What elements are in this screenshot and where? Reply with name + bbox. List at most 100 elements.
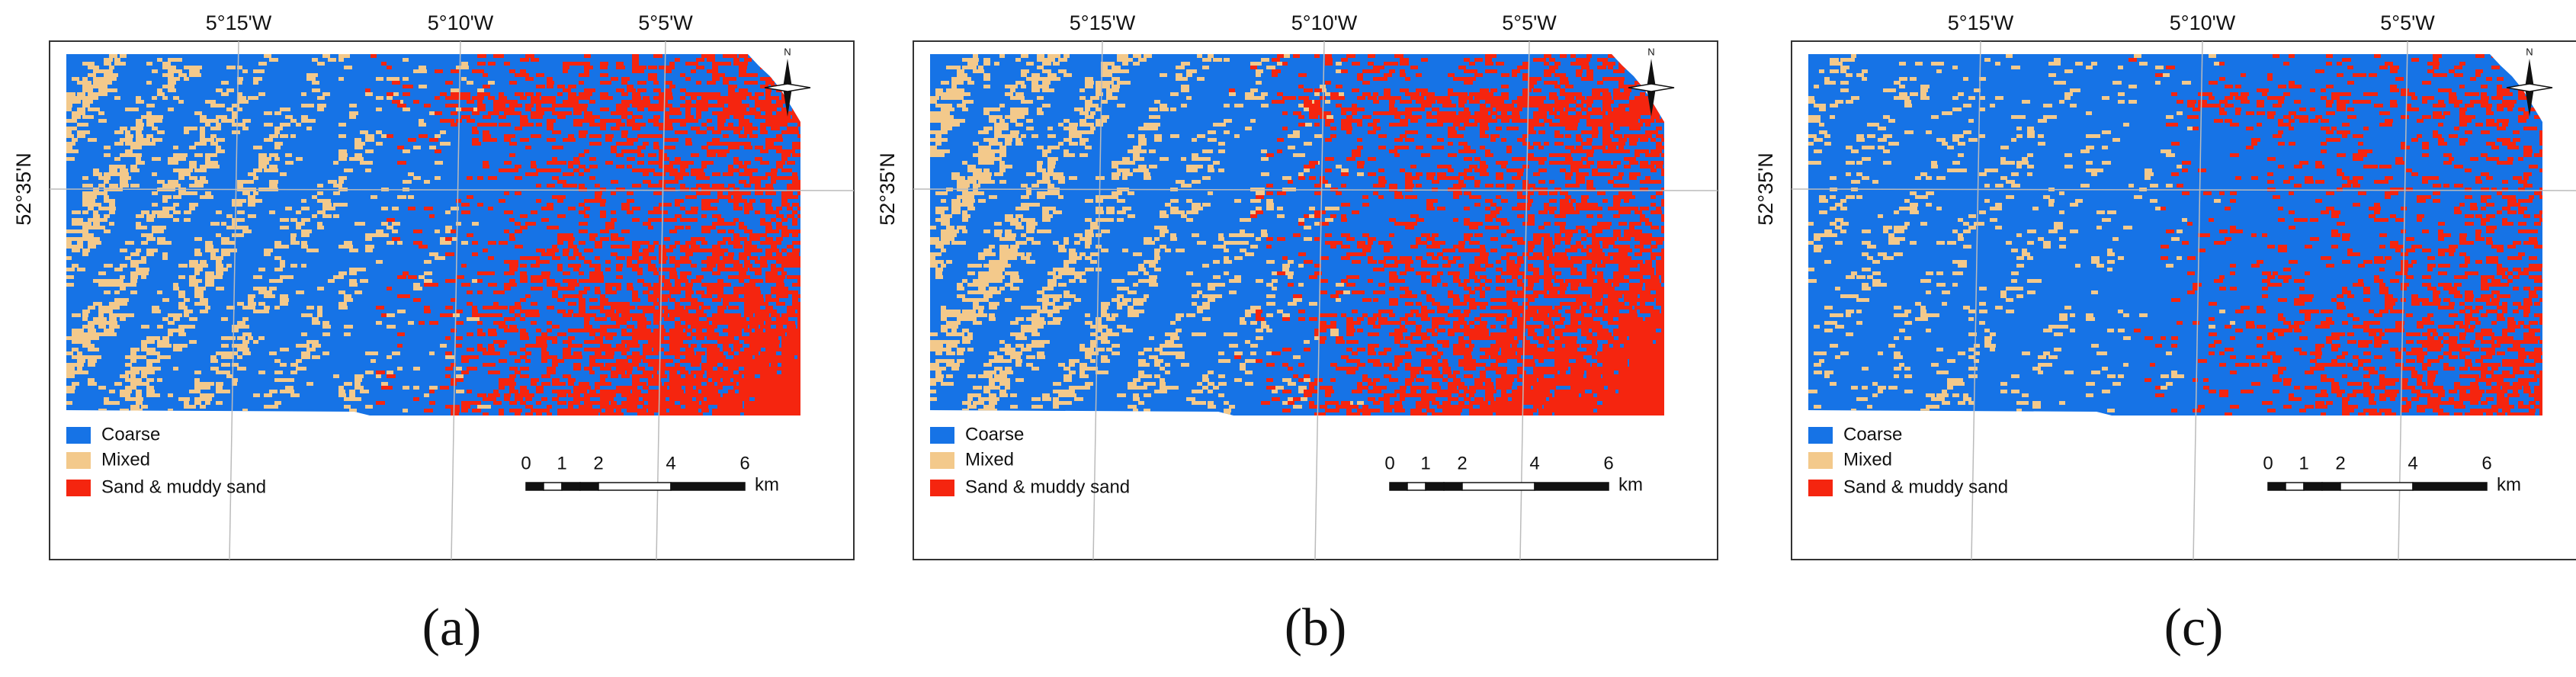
- scale-bar-segment: [1407, 482, 1426, 491]
- scale-bar-segment: [2303, 482, 2323, 491]
- scale-bar-segment: [1389, 482, 1408, 491]
- scale-bar-segment: [1443, 482, 1463, 491]
- legend-swatch: [930, 452, 954, 469]
- north-arrow: [1628, 83, 1675, 92]
- latitude-label: 52°35'N: [12, 152, 35, 226]
- graticule-line: [913, 188, 1718, 191]
- north-arrow: [2506, 83, 2553, 92]
- map-panel: 5°15'W 5°10'W 5°5'W 52°35'N N Coarse Mixed Sand…: [876, 11, 1718, 657]
- scale-bar-segment: [525, 482, 544, 491]
- scale-label: 0: [521, 453, 531, 473]
- longitude-label: 5°10'W: [2170, 11, 2236, 34]
- graticule-line: [229, 40, 239, 560]
- scale-label: 2: [2335, 453, 2345, 473]
- latitude-label: 52°35'N: [1754, 152, 1777, 226]
- scale-label: 2: [593, 453, 603, 473]
- scale-bar-segment: [561, 482, 581, 491]
- north-arrow: [764, 83, 811, 92]
- graticule-line: [1519, 40, 1530, 560]
- map-area: [930, 54, 1664, 416]
- scale-label: 1: [557, 453, 566, 473]
- mixed-area: [1808, 54, 2235, 416]
- legend-label: Coarse: [965, 424, 1024, 444]
- legend-swatch: [1808, 427, 1833, 444]
- map-area: [66, 54, 800, 416]
- longitude-label: 5°15'W: [1948, 11, 2014, 34]
- graticule-line: [656, 40, 666, 560]
- scale-label: 0: [1384, 453, 1394, 473]
- sand-area: [365, 54, 800, 416]
- longitude-label: 5°5'W: [2380, 11, 2435, 34]
- scale-label: 4: [1529, 453, 1539, 473]
- scale-unit: km: [1618, 474, 1643, 495]
- scale-bar-segment: [1534, 482, 1609, 491]
- scale-bar-segment: [2285, 482, 2305, 491]
- map-area: [1808, 54, 2542, 416]
- scale-bar-segment: [1461, 482, 1535, 491]
- scale-label: 4: [666, 453, 675, 473]
- graticule-line: [1314, 40, 1325, 560]
- scale-bar-segment: [543, 482, 563, 491]
- scale-bar-segment: [579, 482, 599, 491]
- scale-bar-segment: [2321, 482, 2341, 491]
- scale-label: 1: [1420, 453, 1430, 473]
- legend-label: Mixed: [101, 449, 150, 470]
- longitude-label: 5°15'W: [206, 11, 272, 34]
- legend-swatch: [66, 480, 91, 496]
- longitude-label: 5°10'W: [428, 11, 494, 34]
- legend-swatch: [1808, 480, 1833, 496]
- mixed-area: [66, 54, 495, 416]
- scale-bar-segment: [2340, 482, 2414, 491]
- panel-caption: (c): [2164, 598, 2224, 657]
- north-label: N: [784, 46, 791, 57]
- graticule-line: [49, 188, 855, 191]
- graticule-line: [451, 40, 461, 560]
- scale-label: 0: [2263, 453, 2273, 473]
- sand-area: [2128, 54, 2542, 416]
- legend-label: Sand & muddy sand: [1843, 476, 2008, 497]
- scale-bar-segment: [670, 482, 746, 491]
- mixed-area: [930, 54, 1364, 416]
- scale-label: 4: [2408, 453, 2417, 473]
- legend-label: Sand & muddy sand: [965, 476, 1130, 497]
- north-label: N: [1647, 46, 1654, 57]
- longitude-label: 5°10'W: [1291, 11, 1358, 34]
- sand-area: [1229, 54, 1664, 416]
- scale-unit: km: [2497, 474, 2521, 495]
- longitude-label: 5°5'W: [1502, 11, 1557, 34]
- legend-label: Sand & muddy sand: [101, 476, 266, 497]
- scale-bar-segment: [2267, 482, 2286, 491]
- scale-bar-segment: [1425, 482, 1445, 491]
- map-panel: 5°15'W 5°10'W 5°5'W 52°35'N N Coarse Mixed Sand…: [1754, 11, 2576, 657]
- scale-bar-segment: [2412, 482, 2488, 491]
- scale-label: 1: [2299, 453, 2308, 473]
- longitude-label: 5°5'W: [638, 11, 693, 34]
- scale-bar-segment: [598, 482, 672, 491]
- scale-label: 6: [2481, 453, 2491, 473]
- legend-swatch: [66, 452, 91, 469]
- graticule-line: [1092, 40, 1103, 560]
- scale-label: 6: [1603, 453, 1613, 473]
- graticule-line: [1791, 188, 2576, 191]
- legend-swatch: [930, 480, 954, 496]
- graticule-line: [2398, 40, 2408, 560]
- panel-caption: (b): [1285, 598, 1347, 657]
- longitude-label: 5°15'W: [1070, 11, 1136, 34]
- north-label: N: [2526, 46, 2533, 57]
- legend-label: Mixed: [1843, 449, 1892, 470]
- legend-swatch: [66, 427, 91, 444]
- legend-swatch: [1808, 452, 1833, 469]
- graticule-line: [1971, 40, 1981, 560]
- graticule-line: [2193, 40, 2203, 560]
- legend-swatch: [930, 427, 954, 444]
- scale-label: 6: [739, 453, 749, 473]
- latitude-label: 52°35'N: [876, 152, 899, 226]
- legend-label: Coarse: [1843, 424, 1902, 444]
- scale-label: 2: [1457, 453, 1467, 473]
- legend-label: Mixed: [965, 449, 1014, 470]
- map-panel: 5°15'W 5°10'W 5°5'W 52°35'N N Coarse Mixed Sand…: [12, 11, 855, 657]
- scale-unit: km: [755, 474, 779, 495]
- panel-caption: (a): [422, 598, 482, 657]
- legend-label: Coarse: [101, 424, 160, 444]
